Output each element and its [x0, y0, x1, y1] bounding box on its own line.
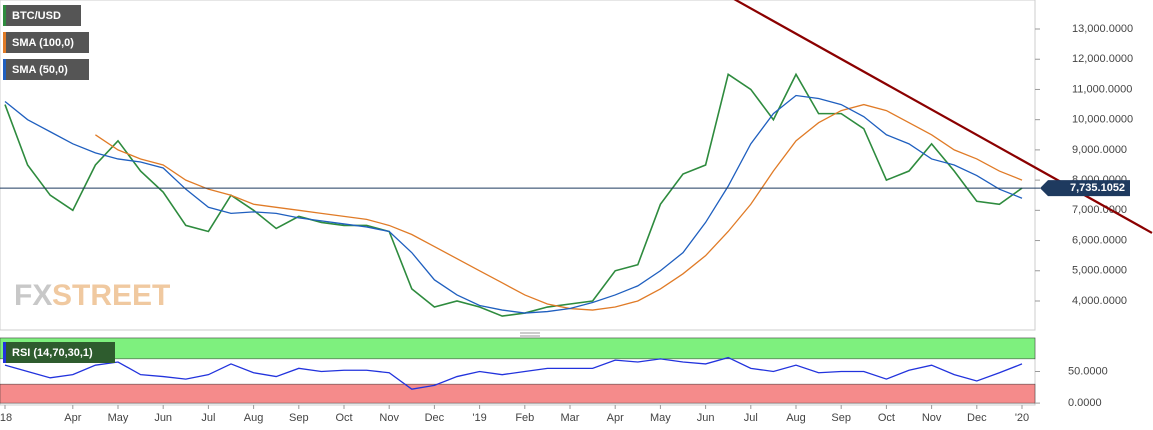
- x-tick-label: Sep: [289, 412, 309, 424]
- x-tick-label: Jul: [201, 412, 215, 424]
- x-tick-label: Oct: [335, 412, 352, 424]
- y-tick-label: 10,000.0000: [1072, 114, 1133, 126]
- legend-swatch: [3, 32, 6, 53]
- legend-label: BTC/USD: [12, 10, 61, 22]
- overbought-zone: [0, 337, 1036, 360]
- legend-box: [3, 342, 115, 363]
- x-tick-label: May: [650, 412, 671, 424]
- legend-label: SMA (50,0): [12, 64, 68, 76]
- x-tick-label: Mar: [561, 412, 580, 424]
- price-line: [4, 72, 1023, 317]
- last-price-tag: [1040, 180, 1130, 197]
- price-panel: [0, 0, 1036, 331]
- x-tick-label: '19: [472, 412, 486, 424]
- x-tick-label: Nov: [379, 412, 399, 424]
- x-tick-label: Aug: [244, 412, 264, 424]
- y-tick-label: 13,000.0000: [1072, 23, 1133, 35]
- watermark: FX: [14, 279, 52, 312]
- y-tick-label: 11,000.0000: [1072, 83, 1132, 95]
- indicator-line: [4, 356, 1023, 390]
- x-tick-label: May: [108, 412, 129, 424]
- legend-label: RSI (14,70,30,1): [12, 347, 93, 359]
- y-tick-label: 6,000.0000: [1072, 234, 1127, 246]
- x-tick-label: Feb: [515, 412, 534, 424]
- x-tick-label: Sep: [831, 412, 851, 424]
- x-tick-label: Jun: [697, 412, 715, 424]
- y-tick-label: 9,000.0000: [1072, 144, 1127, 156]
- x-tick-label: Dec: [425, 412, 445, 424]
- x-tick-label: Oct: [878, 412, 895, 424]
- indicator-line: [95, 103, 1023, 311]
- x-tick-label: Nov: [922, 412, 942, 424]
- y-tick-label: 4,000.0000: [1072, 295, 1127, 307]
- y-tick-label: 5,000.0000: [1072, 265, 1127, 277]
- indicator-line: [4, 94, 1023, 314]
- x-tick-label: Apr: [607, 412, 624, 424]
- legend-label: SMA (100,0): [12, 37, 74, 49]
- legend-swatch: [3, 342, 6, 363]
- legend-swatch: [3, 5, 6, 26]
- x-tick-label: '20: [1015, 412, 1029, 424]
- x-tick-label: Jun: [154, 412, 172, 424]
- oversold-zone: [0, 383, 1036, 404]
- x-tick-label: Jul: [744, 412, 758, 424]
- y-tick-label: 50.0000: [1068, 365, 1108, 377]
- legend-box: [3, 5, 81, 26]
- x-tick-label: '18: [0, 412, 12, 424]
- y-tick-label: 12,000.0000: [1072, 53, 1133, 65]
- legend-swatch: [3, 59, 6, 80]
- y-tick-label: 7,000.0000: [1072, 204, 1127, 216]
- x-tick-label: Dec: [967, 412, 987, 424]
- y-tick-label: 0.0000: [1068, 397, 1102, 409]
- legend-box: [3, 59, 89, 80]
- last-price-label: 7,735.1052: [1070, 182, 1125, 194]
- legend-box: [3, 32, 89, 53]
- watermark: STREET: [52, 279, 170, 312]
- x-tick-label: Apr: [64, 412, 81, 424]
- x-tick-label: Aug: [786, 412, 806, 424]
